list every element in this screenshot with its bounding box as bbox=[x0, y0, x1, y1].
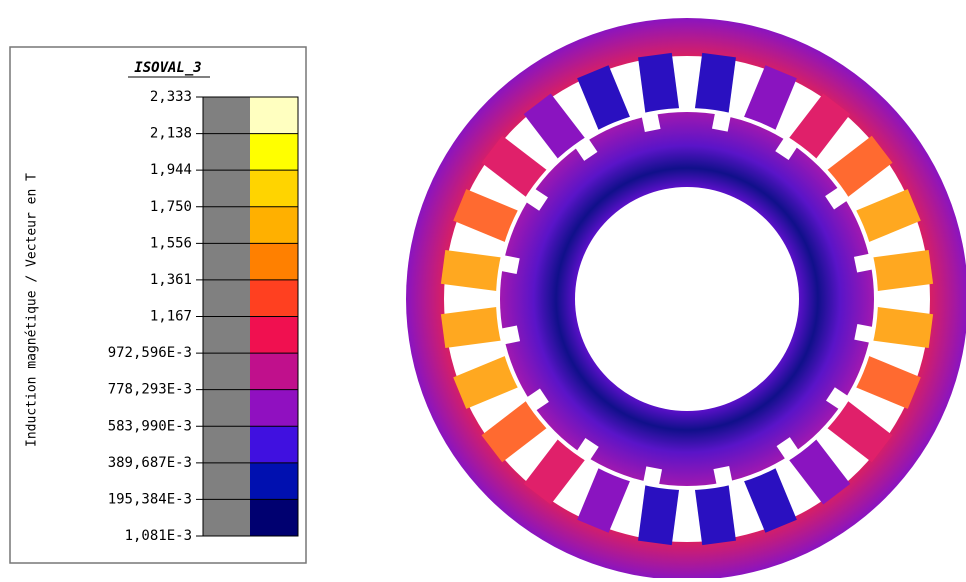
scale-label: 389,687E-3 bbox=[108, 455, 192, 471]
color-band bbox=[250, 353, 298, 390]
color-band bbox=[250, 170, 298, 207]
legend-title: ISOVAL_3 bbox=[134, 60, 201, 76]
stator-tooth bbox=[453, 356, 518, 409]
gray-band bbox=[203, 206, 250, 244]
color-band bbox=[250, 426, 298, 463]
rotor-notch bbox=[642, 466, 663, 488]
gray-band bbox=[203, 499, 250, 536]
rotor-notch bbox=[498, 254, 520, 275]
scale-label: 195,384E-3 bbox=[108, 491, 192, 507]
stator-tooth bbox=[440, 250, 501, 292]
scale-frame bbox=[202, 96, 299, 537]
gray-band bbox=[203, 389, 250, 427]
gray-band bbox=[203, 133, 250, 171]
stator-tooth bbox=[873, 306, 934, 348]
rotor-notch bbox=[524, 187, 548, 211]
rotor-notch bbox=[825, 186, 849, 210]
scale-label: 1,167 bbox=[150, 309, 192, 325]
gray-band bbox=[203, 462, 250, 500]
stator-tooth bbox=[789, 93, 851, 159]
stator-tooth bbox=[481, 135, 547, 197]
scale-label: 2,138 bbox=[150, 126, 192, 142]
legend-scale: 2,333 2,138 1,944 1,750 1,556 1,361 1,167 972,5… bbox=[108, 89, 299, 544]
rotor-notch bbox=[641, 111, 661, 133]
stator-tooth bbox=[827, 401, 893, 463]
stator-tooth bbox=[638, 52, 680, 113]
gray-band bbox=[203, 170, 250, 207]
color-band bbox=[250, 243, 298, 280]
gray-band bbox=[203, 426, 250, 463]
scale-label: 2,333 bbox=[150, 89, 192, 105]
gray-band bbox=[203, 243, 250, 280]
stator-tooth bbox=[744, 65, 797, 130]
rotor-notch bbox=[499, 325, 521, 345]
rotor-notch bbox=[575, 438, 599, 462]
axis-label: Induction magnétique / Vecteur en T bbox=[25, 173, 40, 447]
gray-band bbox=[203, 353, 250, 390]
rotor-notch bbox=[574, 137, 598, 161]
stator-tooth bbox=[789, 439, 851, 505]
stator-tooth bbox=[638, 485, 680, 546]
color-band bbox=[250, 206, 298, 244]
stator-tooth bbox=[577, 65, 630, 130]
rotor-notch bbox=[826, 387, 850, 411]
stator-tooth bbox=[744, 468, 797, 533]
rotor-notch bbox=[713, 465, 733, 487]
color-band bbox=[250, 389, 298, 427]
color-band bbox=[250, 133, 298, 171]
scale-label: 1,556 bbox=[150, 235, 192, 251]
scale-label: 1,944 bbox=[150, 162, 192, 178]
gray-band bbox=[203, 279, 250, 317]
stator-tooth bbox=[694, 52, 736, 113]
stator-tooth bbox=[453, 189, 518, 242]
stator-tooth bbox=[523, 93, 585, 159]
scale-label: 1,750 bbox=[150, 199, 192, 215]
rotor-notch bbox=[853, 253, 875, 273]
scale-label: 778,293E-3 bbox=[108, 382, 192, 398]
stator-tooth bbox=[873, 250, 934, 292]
rotor-notch bbox=[776, 437, 800, 461]
rotor-notch bbox=[711, 110, 732, 132]
motor-plot bbox=[406, 18, 966, 580]
stator-tooth bbox=[856, 356, 921, 409]
rotor-notch bbox=[854, 323, 876, 344]
color-band bbox=[250, 499, 298, 536]
color-band bbox=[250, 279, 298, 317]
color-band bbox=[250, 316, 298, 354]
scale-label: 1,081E-3 bbox=[125, 528, 192, 544]
scale-label: 583,990E-3 bbox=[108, 418, 192, 434]
stator-tooth bbox=[523, 439, 585, 505]
shaft-hole bbox=[575, 187, 799, 411]
stator-tooth bbox=[827, 135, 893, 197]
stator-tooth bbox=[577, 468, 630, 533]
scale-label: 972,596E-3 bbox=[108, 345, 192, 361]
stator-tooth bbox=[694, 485, 736, 546]
stator-tooth bbox=[481, 401, 547, 463]
stator-tooth bbox=[440, 306, 501, 348]
scale-label: 1,361 bbox=[150, 272, 192, 288]
color-band bbox=[250, 97, 298, 134]
rotor-notch bbox=[525, 388, 549, 412]
gray-band bbox=[203, 316, 250, 354]
rotor-notch bbox=[775, 136, 799, 160]
stator-tooth bbox=[856, 189, 921, 242]
color-band bbox=[250, 462, 298, 500]
gray-band bbox=[203, 97, 250, 134]
